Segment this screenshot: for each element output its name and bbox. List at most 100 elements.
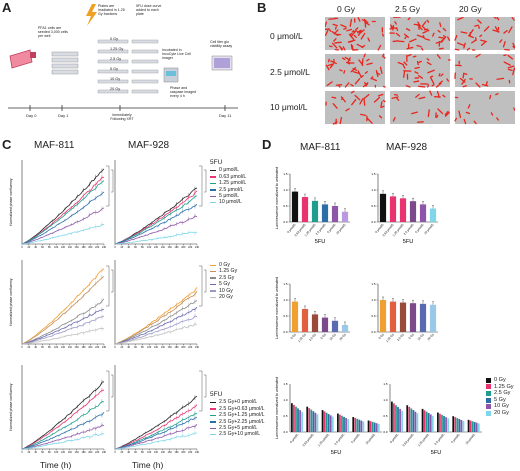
significance-bracket bbox=[111, 169, 114, 193]
bar bbox=[406, 405, 409, 432]
legend-item: 2.5 Gy+2.25 μmol/L bbox=[210, 419, 265, 425]
x-tick-label: 180 bbox=[175, 451, 180, 454]
cell-mark bbox=[462, 72, 465, 79]
x-tick-label: 180 bbox=[82, 346, 87, 349]
cell-mark bbox=[394, 21, 397, 25]
x-tick-label: 10 μmol/L bbox=[465, 432, 477, 445]
cell-mark bbox=[414, 71, 419, 74]
d-title-811: MAF-811 bbox=[300, 142, 341, 153]
y-tick-label: 1.5 bbox=[383, 382, 388, 386]
legend-swatch bbox=[210, 421, 216, 423]
x-tick-label: 20 Gy bbox=[339, 332, 348, 341]
note-plate: PFA1 cells are seeded 3,000 cells per we… bbox=[38, 26, 68, 39]
significance-bracket bbox=[204, 374, 207, 398]
cell-mark bbox=[495, 93, 499, 96]
bar bbox=[321, 317, 329, 332]
growth-curve bbox=[114, 315, 198, 345]
cell-mark bbox=[349, 18, 353, 27]
bar bbox=[469, 420, 472, 432]
cell-mark bbox=[405, 85, 411, 88]
plate-stack-icon bbox=[51, 51, 79, 75]
growth-curve bbox=[114, 203, 198, 245]
legend-item: 0.63 μmol/L bbox=[210, 174, 246, 180]
x-tick-label: 0 μmol/L bbox=[286, 222, 297, 234]
cell-mark bbox=[480, 41, 486, 46]
bar bbox=[391, 401, 393, 432]
x-tick-label: 1.25 μmol/L bbox=[417, 432, 430, 447]
growth-curve bbox=[21, 191, 105, 245]
cell-mark bbox=[436, 54, 441, 59]
x-tick-label: 220 bbox=[188, 246, 193, 249]
x-tick-label: 120 bbox=[154, 246, 159, 249]
legend-item: 0 Gy bbox=[210, 262, 237, 268]
cell-mark bbox=[326, 81, 333, 87]
cell-mark bbox=[422, 35, 425, 39]
growth-curve bbox=[114, 424, 198, 450]
bar bbox=[397, 407, 399, 432]
bar bbox=[371, 421, 374, 432]
bar bbox=[477, 423, 480, 432]
legend-swatch bbox=[210, 270, 216, 273]
bar bbox=[367, 420, 370, 432]
x-tick-label: 200 bbox=[181, 451, 186, 454]
cell-mark bbox=[338, 45, 344, 50]
cell-mark bbox=[361, 19, 367, 22]
significance-bracket bbox=[204, 169, 207, 193]
cell-mark bbox=[485, 81, 488, 86]
bar bbox=[377, 423, 380, 432]
cell-mark bbox=[422, 30, 428, 34]
cell-mark bbox=[416, 44, 422, 48]
cell-mark bbox=[340, 24, 347, 28]
x-tick-label: 0 bbox=[114, 346, 116, 349]
x-tick-label: 40 bbox=[127, 451, 130, 454]
bar bbox=[331, 416, 334, 432]
legend-item: 1.25 μmol/L bbox=[210, 180, 246, 186]
legend-item: 20 Gy bbox=[210, 294, 237, 300]
bar bbox=[408, 406, 411, 432]
bar bbox=[429, 208, 437, 222]
bar bbox=[399, 198, 407, 222]
legend-item: 20 Gy bbox=[486, 410, 514, 417]
x-tick-label: 240 bbox=[102, 246, 107, 249]
x-axis-label: 5FU bbox=[331, 450, 341, 456]
y-tick-label: 1.0 bbox=[383, 398, 388, 402]
bar bbox=[343, 416, 345, 432]
legend-swatch bbox=[210, 189, 216, 191]
cell-mark bbox=[332, 103, 338, 109]
bar bbox=[425, 411, 428, 432]
cell-mark bbox=[382, 99, 386, 103]
cell-mark bbox=[427, 109, 430, 118]
legend-swatch bbox=[210, 290, 216, 292]
cell-mark bbox=[504, 48, 510, 51]
x-tick-label: 60 bbox=[41, 451, 44, 454]
cell-mark bbox=[426, 84, 430, 88]
growth-curve bbox=[21, 327, 104, 345]
bar bbox=[299, 410, 301, 432]
bar bbox=[439, 413, 441, 432]
cell-mark bbox=[489, 94, 492, 100]
x-axis-label: 5FU bbox=[315, 239, 325, 245]
x-tick-label: 2.5 μmol/L bbox=[403, 222, 415, 236]
bar bbox=[310, 409, 313, 432]
micrograph-tile bbox=[390, 17, 450, 50]
growth-curve bbox=[114, 215, 198, 245]
x-tick-label: 5 μmol/L bbox=[414, 222, 425, 234]
cell-mark bbox=[437, 29, 441, 33]
legend-swatch bbox=[210, 195, 216, 197]
cell-mark bbox=[475, 53, 481, 58]
x-tick-label: 0 bbox=[114, 451, 116, 454]
bar bbox=[419, 204, 427, 222]
cell-mark bbox=[412, 55, 417, 58]
legend-item: 5 μmol/L bbox=[210, 193, 246, 199]
x-tick-label: 240 bbox=[102, 451, 107, 454]
legend-swatch bbox=[210, 283, 216, 286]
x-tick-label: 220 bbox=[95, 451, 100, 454]
growth-curve bbox=[114, 432, 198, 450]
cell-mark bbox=[507, 65, 515, 69]
significance-bracket bbox=[204, 269, 207, 293]
x-tick-label: 20 bbox=[27, 346, 30, 349]
x-tick-label: 160 bbox=[75, 246, 80, 249]
bar bbox=[419, 303, 427, 332]
micrograph-tile bbox=[390, 54, 450, 87]
x-tick-label: 0 bbox=[21, 346, 23, 349]
